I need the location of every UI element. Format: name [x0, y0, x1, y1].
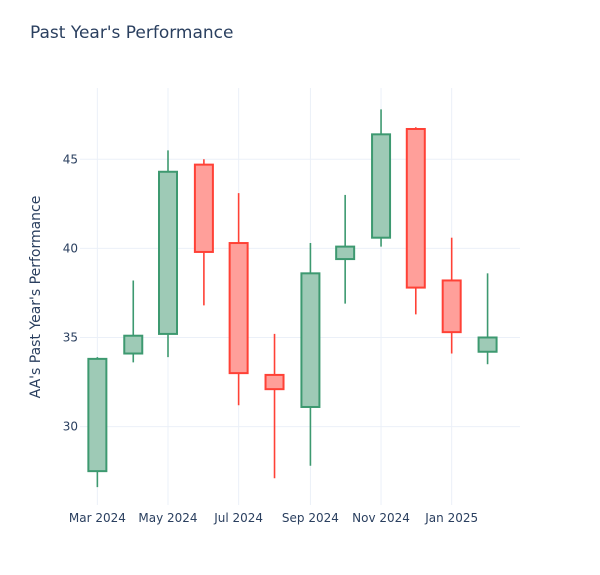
candle — [441, 237, 462, 354]
candle — [264, 333, 285, 479]
y-axis-title: AA's Past Year's Performance — [28, 196, 44, 399]
candle-body — [477, 336, 498, 353]
x-tick-label: Jul 2024 — [213, 511, 263, 525]
candle — [193, 159, 214, 306]
candle — [477, 273, 498, 365]
y-tick-label: 35 — [63, 330, 78, 344]
candle — [158, 150, 178, 358]
candle — [228, 193, 249, 406]
candle-body — [335, 245, 356, 261]
candle-body — [193, 163, 214, 253]
candles — [87, 109, 498, 488]
candle-body — [123, 334, 144, 355]
candle-body — [300, 272, 321, 408]
candle-body — [441, 279, 462, 334]
y-tick-label: 40 — [63, 241, 78, 255]
candle-body — [158, 170, 178, 335]
x-tick-label: Sep 2024 — [282, 511, 339, 525]
candle — [335, 194, 356, 304]
x-tick-label: Jan 2025 — [424, 511, 478, 525]
x-tick-label: Nov 2024 — [352, 511, 410, 525]
candle — [405, 127, 426, 315]
candle-body — [87, 357, 108, 473]
x-tick-label: May 2024 — [138, 511, 197, 525]
candle-body — [264, 373, 285, 391]
candle-body — [371, 133, 392, 239]
x-tick-label: Mar 2024 — [69, 511, 126, 525]
y-tick-label: 45 — [63, 152, 78, 166]
candle — [87, 357, 108, 488]
y-tick-labels: 30 35 40 45 — [63, 152, 78, 433]
candle — [123, 280, 144, 363]
x-tick-labels: Mar 2024 May 2024 Jul 2024 Sep 2024 Nov 2024… — [69, 511, 478, 525]
candle-body — [405, 127, 426, 289]
candle — [371, 109, 392, 247]
y-tick-label: 30 — [63, 420, 78, 434]
candle — [300, 243, 321, 466]
candle-body — [228, 242, 249, 375]
chart-title: Past Year's Performance — [30, 23, 234, 43]
